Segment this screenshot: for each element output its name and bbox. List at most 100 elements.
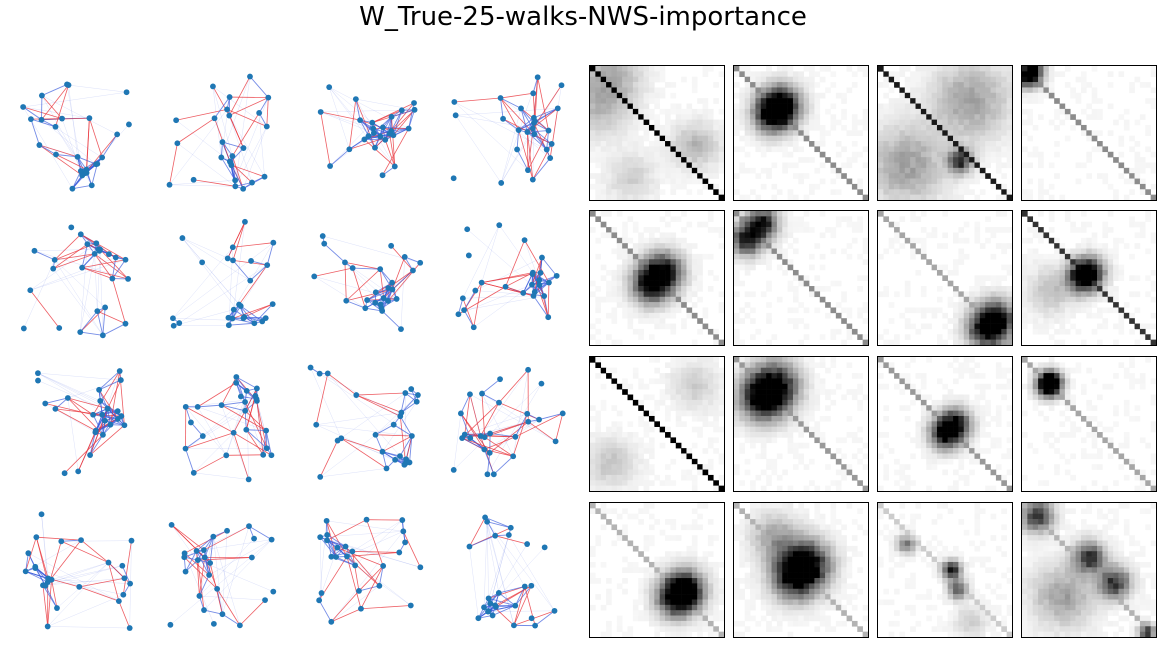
matrix-cell — [798, 389, 804, 395]
edge-negative — [360, 605, 411, 610]
matrix-cell — [622, 183, 628, 190]
edge-negative — [82, 259, 126, 269]
matrix-cell — [665, 82, 671, 88]
edge-negative — [524, 239, 550, 283]
edge-negative — [481, 393, 486, 438]
graph-node — [525, 366, 532, 373]
matrix-cell — [659, 259, 666, 265]
matrix-cell — [750, 415, 756, 422]
matrix-cell — [744, 357, 751, 363]
matrix-cell — [1022, 82, 1028, 88]
matrix-cell — [995, 296, 1002, 303]
matrix-cell — [734, 389, 740, 395]
matrix-cell — [1107, 130, 1114, 136]
matrix-cell — [632, 124, 639, 131]
matrix-cell — [632, 485, 639, 491]
matrix-cell — [686, 373, 693, 379]
matrix-cell — [755, 82, 762, 88]
matrix-cell — [702, 448, 709, 454]
matrix-cell — [931, 92, 938, 99]
matrix-cell — [1091, 280, 1098, 287]
matrix-cell — [590, 183, 596, 190]
matrix-cell — [771, 426, 778, 433]
matrix-cell — [862, 318, 868, 324]
matrix-cell — [1102, 264, 1109, 271]
matrix-cell — [904, 162, 911, 169]
matrix-cell — [595, 474, 602, 481]
matrix-cell — [734, 173, 740, 179]
matrix-cell — [595, 448, 602, 454]
graph-node — [524, 129, 531, 135]
matrix-cell — [616, 114, 623, 120]
edge-positive — [345, 546, 356, 566]
matrix-cell — [979, 146, 986, 153]
graph-node — [529, 125, 536, 132]
edge-negative — [232, 155, 244, 189]
edge-weak — [67, 397, 79, 472]
matrix-cell — [787, 373, 794, 379]
matrix-cell — [595, 146, 602, 153]
matrix-cell — [1097, 286, 1103, 292]
matrix-cell — [904, 280, 911, 287]
matrix-cell — [686, 399, 693, 406]
matrix-cell — [798, 399, 804, 406]
matrix-cell — [814, 373, 821, 379]
matrix-cell — [1123, 119, 1130, 126]
matrix-cell — [702, 405, 709, 411]
matrix-cell — [1075, 92, 1082, 99]
graph-node — [79, 264, 86, 271]
matrix-cell — [841, 124, 847, 131]
matrix-grid — [734, 357, 868, 491]
edge-positive — [381, 310, 402, 330]
matrix-cell — [1080, 280, 1087, 287]
matrix-cell — [707, 157, 714, 163]
matrix-cell — [1129, 178, 1135, 185]
graph-panel-14 — [167, 521, 277, 629]
matrix-cell — [771, 410, 778, 417]
matrix-cell — [894, 227, 900, 233]
matrix-cell — [841, 307, 847, 314]
matrix-cell — [760, 389, 767, 395]
matrix-cell — [782, 141, 788, 147]
matrix-cell — [947, 296, 954, 303]
edge-positive — [375, 434, 383, 452]
matrix-cell — [595, 194, 602, 200]
matrix-cell — [910, 211, 916, 217]
edge-weak — [30, 243, 97, 291]
matrix-cell — [963, 323, 970, 330]
matrix-cell — [782, 103, 788, 110]
matrix-cell — [990, 312, 997, 319]
matrix-cell — [675, 119, 682, 126]
matrix-cell — [931, 135, 938, 142]
matrix-cell — [686, 269, 693, 276]
matrix-cell — [809, 432, 815, 438]
matrix-cell — [1139, 167, 1146, 174]
matrix-cell — [1022, 71, 1028, 78]
matrix-cell — [1091, 302, 1098, 308]
matrix-cell — [1118, 114, 1125, 120]
matrix-cell — [776, 114, 783, 120]
matrix-cell — [1118, 71, 1125, 78]
matrix-cell — [1150, 323, 1156, 330]
matrix-cell — [990, 108, 997, 115]
matrix-cell — [670, 458, 677, 465]
matrix-cell — [1006, 302, 1012, 308]
matrix-cell — [904, 141, 911, 147]
matrix-cell — [1145, 211, 1151, 217]
matrix-cell — [632, 442, 639, 449]
matrix-cell — [809, 291, 815, 298]
matrix-cell — [814, 389, 821, 395]
matrix-cell — [851, 124, 858, 131]
matrix-cell — [953, 82, 959, 88]
matrix-cell — [798, 82, 804, 88]
matrix-cell — [681, 173, 687, 179]
matrix-cell — [734, 373, 740, 379]
matrix-cell — [995, 162, 1002, 169]
matrix-cell — [985, 227, 991, 233]
matrix-cell — [638, 243, 644, 249]
matrix-cell — [915, 151, 922, 158]
edge-positive — [121, 565, 131, 584]
graph-node — [410, 267, 416, 274]
matrix-cell — [1086, 275, 1092, 281]
matrix-cell — [942, 232, 948, 239]
